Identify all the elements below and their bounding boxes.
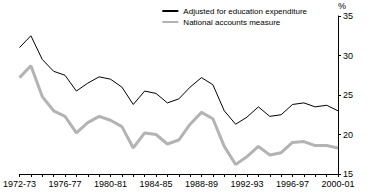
svg-text:1976-77: 1976-77 [48,179,81,189]
svg-text:1972-73: 1972-73 [3,179,36,189]
svg-text:35: 35 [343,11,353,21]
svg-text:1988-89: 1988-89 [185,179,218,189]
svg-text:1996-97: 1996-97 [276,179,309,189]
svg-text:25: 25 [343,90,353,100]
svg-text:30: 30 [343,51,353,61]
svg-text:2000-01: 2000-01 [321,179,354,189]
svg-text:National accounts measure: National accounts measure [183,18,280,27]
svg-text:Adjusted for education expendi: Adjusted for education expenditure [183,7,307,16]
svg-text:%: % [338,1,346,11]
svg-text:15: 15 [343,169,353,179]
svg-text:20: 20 [343,130,353,140]
svg-text:1984-85: 1984-85 [139,179,172,189]
svg-text:1980-81: 1980-81 [94,179,127,189]
svg-text:1992-93: 1992-93 [230,179,263,189]
